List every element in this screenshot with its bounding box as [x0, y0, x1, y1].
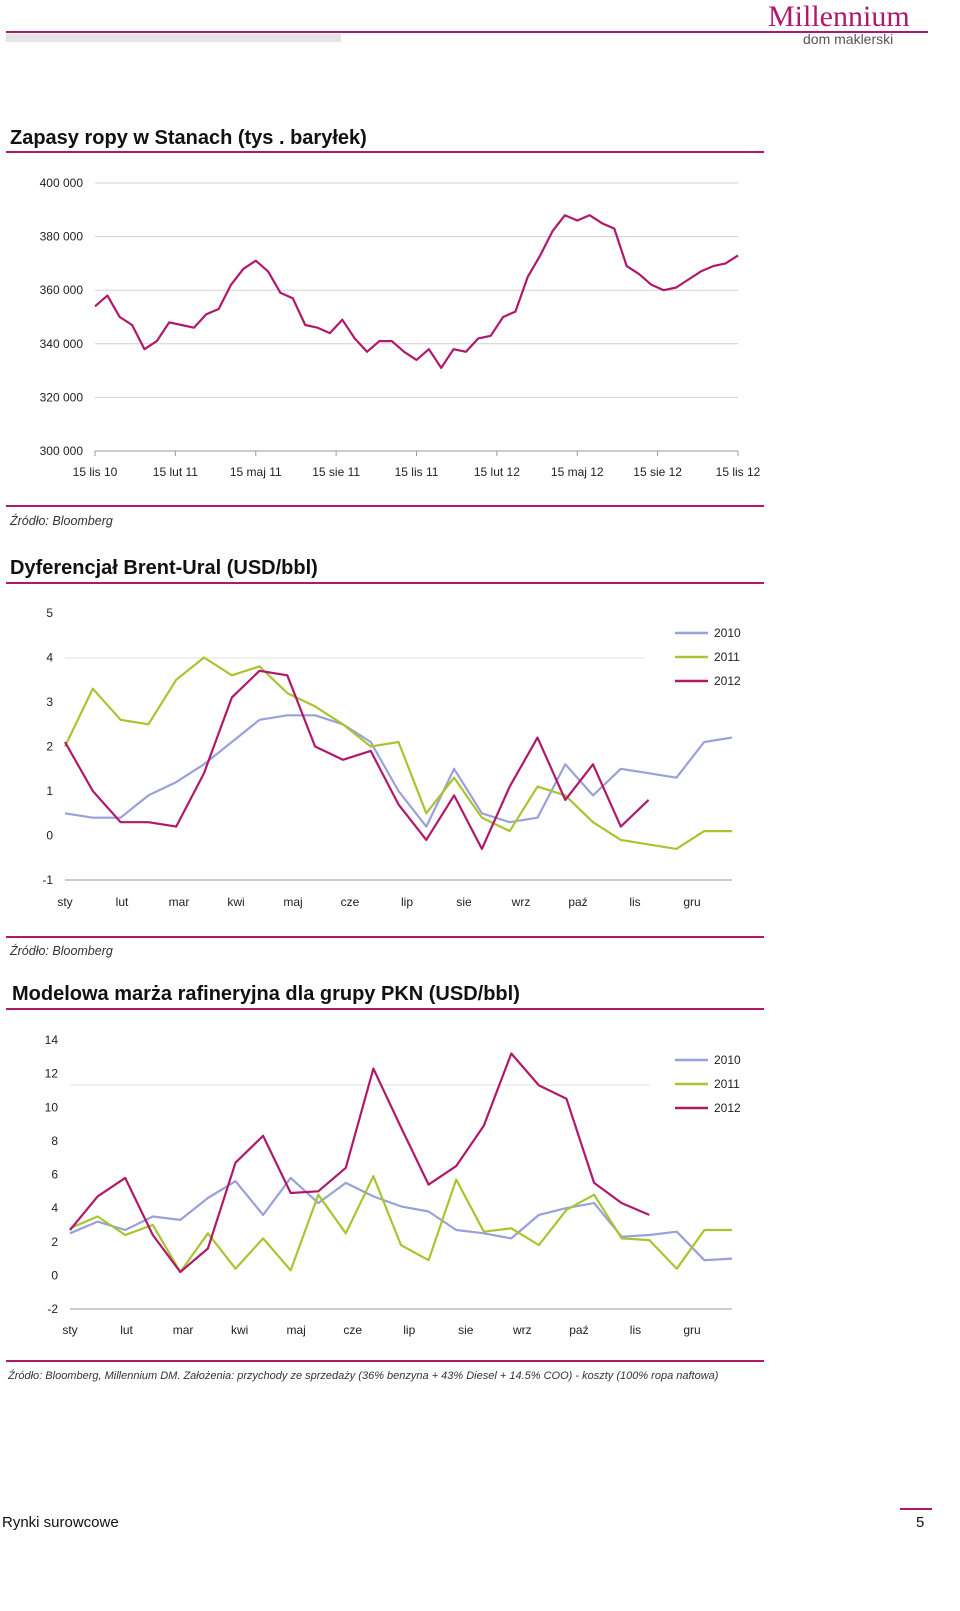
footer-section-label: Rynki surowcowe	[2, 1514, 119, 1531]
x-tick-label: sty	[62, 1323, 77, 1337]
x-tick-label: cze	[343, 1323, 362, 1337]
y-tick-label: 360 000	[40, 283, 84, 297]
legend-label: 2012	[714, 1101, 741, 1115]
x-tick-label: 15 lis 11	[395, 465, 439, 479]
x-tick-label: lis	[629, 895, 640, 909]
x-tick-label: paź	[569, 1323, 588, 1337]
y-tick-label: -2	[47, 1302, 58, 1316]
y-tick-label: 2	[51, 1235, 58, 1249]
chart-title-rule	[6, 1008, 764, 1010]
chart-brent-ural: 5 4 3 2 1 0 -1 sty lut mar kwi maj cze lip sie wrz paź li…	[42, 606, 741, 909]
x-tick-label: gru	[683, 895, 700, 909]
series-line-2010	[69, 1176, 733, 1262]
source-note: Źródło: Bloomberg, Millennium DM. Założe…	[8, 1370, 719, 1382]
y-tick-label: 6	[51, 1168, 58, 1182]
x-tick-label: 15 lut 12	[474, 465, 520, 479]
y-tick-label: 2	[46, 740, 53, 754]
y-tick-label: 4	[51, 1201, 58, 1215]
y-tick-label: 3	[46, 695, 53, 709]
x-tick-label: sie	[458, 1323, 474, 1337]
x-tick-label: 15 sie 12	[633, 465, 682, 479]
logo-subtitle: dom maklerski	[803, 31, 894, 47]
x-tick-label: 15 lis 12	[716, 465, 761, 479]
x-tick-label: lut	[120, 1323, 133, 1337]
legend-label: 2011	[714, 650, 740, 664]
x-tick-label: lis	[630, 1323, 641, 1337]
x-tick-label: maj	[287, 1323, 306, 1337]
x-tick-label: gru	[683, 1323, 700, 1337]
chart-title-refining-margin: Modelowa marża rafineryjna dla grupy PKN…	[12, 983, 520, 1005]
y-tick-label: 10	[45, 1100, 59, 1114]
y-tick-label: 320 000	[40, 390, 84, 404]
y-tick-label: 5	[46, 606, 53, 620]
x-tick-label: sie	[456, 895, 472, 909]
y-tick-label: 380 000	[40, 230, 84, 244]
x-tick-label: cze	[341, 895, 360, 909]
y-tick-label: 0	[51, 1268, 58, 1282]
series-line-2011	[64, 656, 732, 850]
x-tick-label: mar	[173, 1323, 194, 1337]
source-rule	[6, 1360, 764, 1362]
series-line-2010	[64, 714, 733, 828]
chart-oil-stocks: 400 000 380 000 360 000 340 000 320 000 300 0…	[40, 176, 761, 479]
y-tick-label: 0	[46, 829, 53, 843]
x-tick-label: mar	[169, 895, 190, 909]
chart-title-rule	[6, 151, 764, 153]
series-line-2012	[69, 1052, 650, 1274]
footer-rule	[900, 1508, 932, 1510]
y-tick-label: 12	[45, 1067, 59, 1081]
x-tick-label: lut	[116, 895, 129, 909]
y-tick-label: 14	[45, 1033, 59, 1047]
header-rule	[6, 31, 928, 33]
x-tick-label: 15 maj 11	[230, 465, 282, 479]
legend-label: 2012	[714, 674, 741, 688]
chart-title-brent-ural: Dyferencjał Brent-Ural (USD/bbl)	[10, 557, 318, 579]
source-rule	[6, 505, 764, 507]
header-rule-grey	[6, 34, 341, 42]
series-line-value	[94, 214, 739, 369]
series-line-2012	[64, 669, 650, 850]
x-tick-label: maj	[283, 895, 302, 909]
footer-page-number: 5	[916, 1514, 925, 1531]
x-tick-label: 15 lis 10	[73, 465, 118, 479]
x-tick-label: paź	[568, 895, 587, 909]
x-tick-label: lip	[401, 895, 413, 909]
x-tick-label: lip	[403, 1323, 415, 1337]
y-tick-label: 4	[46, 651, 53, 665]
x-tick-label: 15 sie 11	[312, 465, 360, 479]
y-tick-label: 300 000	[40, 444, 84, 458]
y-tick-label: 400 000	[40, 176, 84, 190]
logo: Millennium	[768, 0, 910, 33]
legend-label: 2010	[714, 626, 741, 640]
y-tick-label: -1	[42, 873, 53, 887]
x-tick-label: wrz	[511, 895, 531, 909]
chart-title-rule	[6, 582, 764, 584]
chart-title-oil-stocks: Zapasy ropy w Stanach (tys . baryłek)	[10, 127, 367, 149]
legend-label: 2010	[714, 1053, 741, 1067]
x-tick-label: 15 lut 11	[153, 465, 198, 479]
source-note: Źródło: Bloomberg	[10, 514, 113, 528]
source-rule	[6, 936, 764, 938]
y-tick-label: 1	[46, 784, 53, 798]
chart-refining-margin: 14 12 10 8 6 4 2 0 -2 sty lut mar kwi maj cze lip sie wrz…	[45, 1033, 741, 1337]
x-tick-label: wrz	[512, 1323, 532, 1337]
legend-label: 2011	[714, 1077, 740, 1091]
y-tick-label: 8	[51, 1134, 58, 1148]
y-tick-label: 340 000	[40, 337, 84, 351]
x-tick-label: 15 maj 12	[551, 465, 604, 479]
x-tick-label: sty	[57, 895, 72, 909]
source-note: Źródło: Bloomberg	[10, 944, 113, 958]
x-tick-label: kwi	[227, 895, 244, 909]
x-tick-label: kwi	[231, 1323, 248, 1337]
